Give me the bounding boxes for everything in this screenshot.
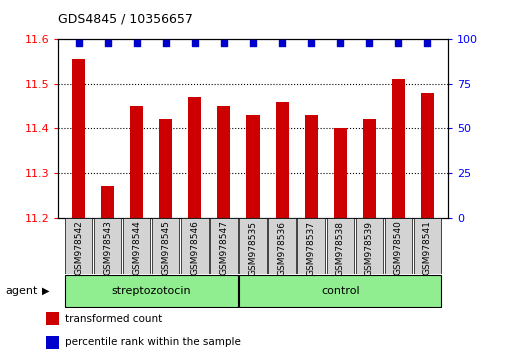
FancyBboxPatch shape — [268, 218, 295, 274]
FancyBboxPatch shape — [94, 218, 121, 274]
Point — [335, 41, 343, 46]
Text: ▶: ▶ — [41, 286, 49, 296]
Bar — [188, 97, 201, 218]
Point — [220, 41, 228, 46]
Point — [277, 41, 285, 46]
FancyBboxPatch shape — [297, 218, 324, 274]
Bar — [101, 187, 114, 218]
Point — [104, 41, 112, 46]
Bar — [130, 106, 143, 218]
Text: GSM978545: GSM978545 — [161, 221, 170, 275]
Point — [132, 41, 140, 46]
FancyBboxPatch shape — [65, 275, 237, 307]
Bar — [217, 106, 230, 218]
FancyBboxPatch shape — [65, 218, 92, 274]
Point — [190, 41, 198, 46]
Bar — [246, 115, 259, 218]
Text: GSM978538: GSM978538 — [335, 221, 344, 275]
Point — [74, 41, 82, 46]
Point — [365, 41, 373, 46]
Text: GSM978540: GSM978540 — [393, 221, 402, 275]
FancyBboxPatch shape — [326, 218, 353, 274]
FancyBboxPatch shape — [238, 275, 440, 307]
FancyBboxPatch shape — [152, 218, 179, 274]
Point — [423, 41, 431, 46]
Point — [393, 41, 401, 46]
FancyBboxPatch shape — [181, 218, 208, 274]
Bar — [45, 336, 59, 349]
Bar — [45, 312, 59, 325]
Text: GSM978541: GSM978541 — [422, 221, 431, 275]
Bar — [391, 79, 404, 218]
Text: GSM978537: GSM978537 — [306, 221, 315, 275]
Bar — [159, 119, 172, 218]
Text: percentile rank within the sample: percentile rank within the sample — [65, 337, 240, 348]
FancyBboxPatch shape — [413, 218, 440, 274]
Text: GSM978543: GSM978543 — [103, 221, 112, 275]
Point — [307, 41, 315, 46]
FancyBboxPatch shape — [355, 218, 382, 274]
Bar — [304, 115, 317, 218]
FancyBboxPatch shape — [384, 218, 411, 274]
FancyBboxPatch shape — [123, 218, 150, 274]
Text: GSM978544: GSM978544 — [132, 221, 141, 275]
FancyBboxPatch shape — [210, 218, 237, 274]
Text: GSM978547: GSM978547 — [219, 221, 228, 275]
Bar — [72, 59, 85, 218]
Text: GDS4845 / 10356657: GDS4845 / 10356657 — [58, 12, 193, 25]
Text: GSM978535: GSM978535 — [248, 221, 257, 275]
Text: transformed count: transformed count — [65, 314, 162, 324]
Bar — [333, 128, 346, 218]
Text: streptozotocin: streptozotocin — [111, 286, 191, 296]
Point — [162, 41, 170, 46]
Text: agent: agent — [5, 286, 37, 296]
Text: GSM978539: GSM978539 — [364, 221, 373, 275]
Bar — [362, 119, 375, 218]
Bar — [275, 102, 288, 218]
Text: GSM978542: GSM978542 — [74, 221, 83, 275]
Text: control: control — [320, 286, 359, 296]
Point — [248, 41, 257, 46]
Bar — [420, 92, 433, 218]
Text: GSM978536: GSM978536 — [277, 221, 286, 275]
Text: GSM978546: GSM978546 — [190, 221, 199, 275]
FancyBboxPatch shape — [239, 218, 266, 274]
